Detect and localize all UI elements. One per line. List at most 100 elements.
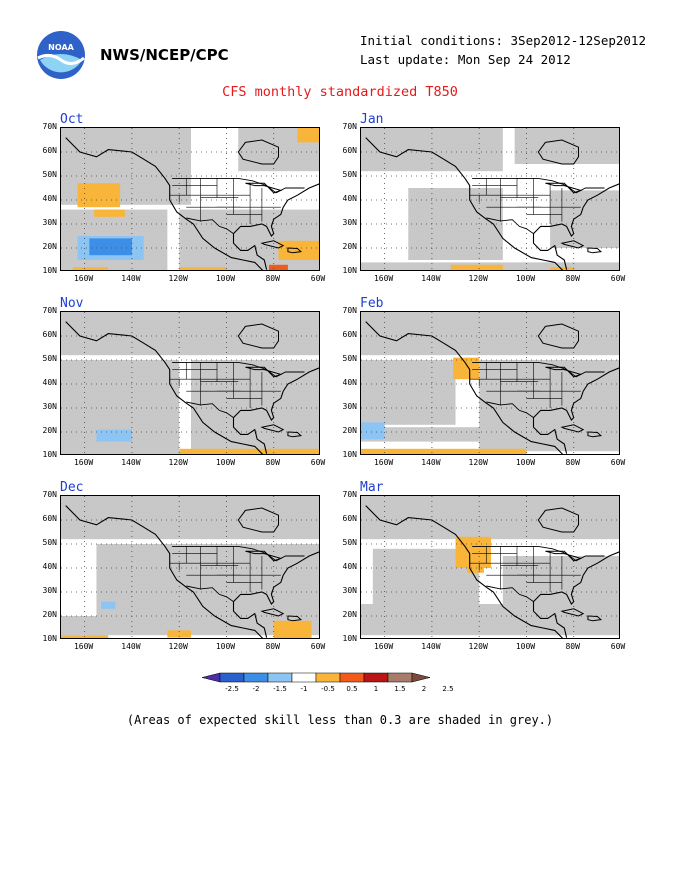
lat-label: 50N <box>342 170 357 179</box>
lat-label: 60N <box>42 514 57 523</box>
anomaly-region <box>453 357 480 380</box>
coastline <box>537 507 579 533</box>
low-skill-region <box>361 427 619 442</box>
coastline <box>260 424 285 433</box>
lat-label: 50N <box>42 170 57 179</box>
lon-label: 60W <box>310 458 326 467</box>
colorbar-segment <box>291 672 317 683</box>
low-skill-region <box>361 312 619 356</box>
coastline <box>65 321 264 454</box>
anomaly-region <box>72 267 109 270</box>
noaa-logo: NOAA <box>36 30 86 80</box>
lat-label: 10N <box>342 634 357 643</box>
map-frame <box>360 311 620 455</box>
coastline <box>232 551 319 638</box>
coastline <box>245 182 283 194</box>
lat-label: 60N <box>42 146 57 155</box>
colorbar-tick-label: -0.5 <box>321 685 335 693</box>
coastline <box>560 608 585 617</box>
country-border <box>172 177 305 194</box>
coastline <box>287 615 303 622</box>
map-svg <box>361 312 619 454</box>
lon-label: 80W <box>565 642 580 651</box>
country-border <box>486 585 534 602</box>
lat-label: 20N <box>342 610 357 619</box>
colorbar: -2.5 -2 -1.5 -1 -0.5 0.5 1 1.5 2 2.5 <box>200 671 480 699</box>
coastline <box>545 182 583 194</box>
lon-label: 140W <box>421 642 441 651</box>
lon-label: 160W <box>73 274 94 283</box>
colorbar-svg: -2.5 -2 -1.5 -1 -0.5 0.5 1 1.5 2 2.5 <box>201 672 454 693</box>
lon-label: 100W <box>515 458 536 467</box>
coastline <box>560 240 585 249</box>
map-frame <box>360 127 620 271</box>
lat-label: 20N <box>342 426 357 435</box>
map-frame <box>60 311 320 455</box>
anomaly-region <box>179 448 319 454</box>
lat-label: 30N <box>42 402 57 411</box>
country-border <box>186 401 234 418</box>
lon-label: 80W <box>565 458 580 467</box>
lon-label: 140W <box>421 274 441 283</box>
lat-label: 40N <box>342 378 357 387</box>
lon-label: 120W <box>168 642 188 651</box>
low-skill-region <box>361 604 619 636</box>
coastline <box>237 139 279 165</box>
coastline <box>65 137 264 270</box>
lat-label: 40N <box>42 378 57 387</box>
coastline <box>65 505 264 638</box>
anomaly-region <box>167 630 191 638</box>
last-update: Last update: Mon Sep 24 2012 <box>360 52 571 67</box>
initial-conditions: Initial conditions: 3Sep2012-12Sep2012 <box>360 33 646 48</box>
low-skill-region <box>361 360 456 425</box>
anomaly-region <box>89 238 132 256</box>
colorbar-arrow-right <box>411 672 431 683</box>
colorbar-tick-label: -1 <box>301 685 308 693</box>
lon-label: 80W <box>265 274 280 283</box>
coastline <box>537 139 579 165</box>
country-border <box>486 401 534 418</box>
coastline <box>237 323 279 349</box>
coastline <box>232 183 319 270</box>
page-title: CFS monthly standardized T850 <box>222 84 458 100</box>
low-skill-region <box>514 128 619 164</box>
map-svg <box>361 496 619 638</box>
lon-label: 120W <box>468 458 488 467</box>
lat-label: 10N <box>342 266 357 275</box>
coastline <box>245 550 283 562</box>
map-svg <box>361 128 619 270</box>
coastline <box>287 431 303 438</box>
map-svg <box>61 496 319 638</box>
anomaly-region <box>96 429 132 442</box>
lat-label: 30N <box>42 218 57 227</box>
anomaly-region <box>77 183 121 208</box>
lat-label: 40N <box>42 562 57 571</box>
noaa-logo-text: NOAA <box>48 43 74 52</box>
lon-label: 80W <box>265 642 280 651</box>
lat-label: 60N <box>342 146 357 155</box>
lat-label: 70N <box>42 306 57 315</box>
anomaly-region <box>273 620 312 638</box>
low-skill-region <box>550 190 619 248</box>
lon-label: 80W <box>265 458 280 467</box>
lat-label: 70N <box>342 490 357 499</box>
lat-label: 30N <box>342 402 357 411</box>
country-border <box>172 361 305 378</box>
coastline <box>260 608 285 617</box>
colorbar-tick-label: 2.5 <box>442 685 453 693</box>
anomaly-region <box>361 448 527 454</box>
lat-label: 20N <box>42 242 57 251</box>
anomaly-region <box>269 264 288 270</box>
colorbar-tick-label: 0.5 <box>346 685 357 693</box>
lat-label: 50N <box>42 354 57 363</box>
colorbar-arrow-left <box>201 672 221 683</box>
low-skill-region <box>61 312 319 356</box>
coastline <box>287 247 303 254</box>
map-svg <box>61 128 319 270</box>
lon-label: 160W <box>373 274 394 283</box>
lon-label: 100W <box>515 274 536 283</box>
lon-label: 60W <box>310 642 326 651</box>
low-skill-region <box>61 496 319 540</box>
colorbar-segment <box>315 672 341 683</box>
lon-label: 120W <box>468 642 488 651</box>
